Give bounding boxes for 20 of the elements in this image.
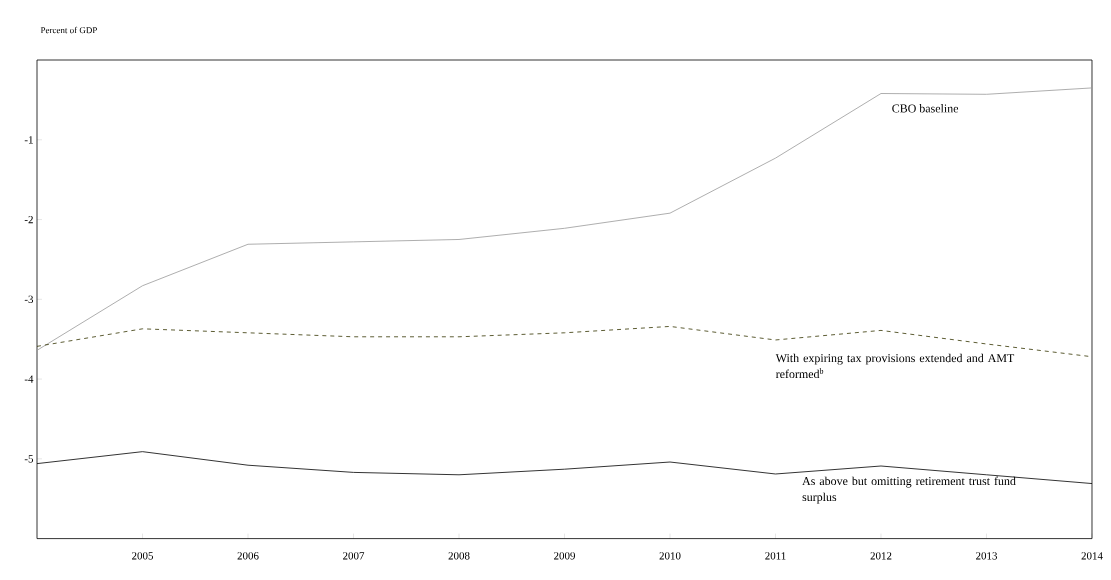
- y-tick-label: -1: [24, 136, 33, 144]
- y-tick-label: -4: [24, 375, 34, 383]
- x-tick-label: 2014: [1081, 552, 1103, 560]
- y-tick-label: -3: [24, 295, 34, 303]
- series-label: With expiring tax provisions extended and AMT reformed$^{b}$: [775, 353, 1015, 379]
- x-tick-label: 2007: [343, 552, 365, 560]
- x-tick-label: 2012: [870, 552, 892, 560]
- x-tick-label: 2009: [554, 552, 576, 560]
- y-tick-label: -5: [24, 455, 34, 463]
- series-label: CBO baseline: [892, 104, 959, 113]
- x-tick-label: 2005: [132, 552, 154, 560]
- x-tick-label: 2006: [237, 552, 259, 560]
- line-series: [36, 87, 1093, 351]
- x-tick-label: 2010: [659, 552, 681, 560]
- series-label: As above but omitting retirement trust fund surplus: [802, 476, 1016, 504]
- y-axis-title: Percent of GDP: [40, 26, 97, 34]
- x-tick-label: 2013: [976, 552, 998, 560]
- x-tick-label: 2011: [765, 552, 786, 560]
- y-tick-label: -2: [24, 215, 33, 224]
- x-tick-label: 2008: [448, 552, 470, 560]
